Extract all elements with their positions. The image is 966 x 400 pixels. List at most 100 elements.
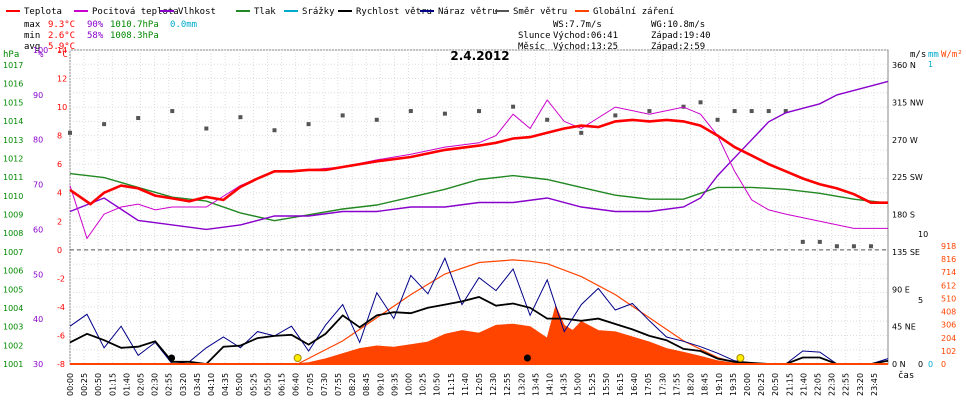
- wind-direction-point: [800, 239, 805, 244]
- wind-direction-point: [374, 117, 379, 122]
- x-tick-label: 21:40: [799, 373, 808, 396]
- axis-hpa-tick: 1014: [3, 117, 23, 126]
- axis-dir-tick: 270 W: [892, 136, 918, 145]
- axis-wm2-tick: 816: [941, 255, 956, 264]
- stat-min-press: 1008.3hPa: [110, 31, 159, 41]
- axis-degc-tick: -6: [57, 331, 65, 340]
- moonset-marker: [168, 354, 176, 362]
- stat-max-label: max: [24, 20, 41, 30]
- axis-hpa-tick: 1003: [3, 323, 23, 332]
- x-tick-label: 09:35: [390, 373, 399, 396]
- info-moonset: Západ:2:59: [651, 42, 705, 52]
- axis-hpa-tick: 1006: [3, 267, 23, 276]
- axis-degc-tick: 12: [57, 75, 67, 84]
- legend-label: Globální záření: [593, 7, 674, 17]
- axis-pct-tick: 90: [33, 91, 43, 100]
- info-moon-label: Měsíc: [518, 42, 545, 52]
- wind-direction-point: [868, 244, 873, 249]
- sunrise-marker: [293, 354, 302, 362]
- axis-hpa-tick: 1012: [3, 154, 23, 163]
- wind-direction-point: [732, 109, 737, 114]
- axis-degc-tick: -2: [57, 274, 65, 283]
- x-tick-label: 08:20: [348, 373, 357, 396]
- axis-wm2-unit: W/m²: [941, 50, 963, 60]
- sunset-marker: [736, 354, 745, 362]
- axis-pct-tick: 50: [33, 270, 43, 279]
- axis-hpa-tick: 1005: [3, 285, 23, 294]
- wind-direction-point: [817, 239, 822, 244]
- x-tick-label: 18:20: [687, 373, 696, 396]
- wind-direction-point: [647, 109, 652, 114]
- axis-degc-tick: 8: [57, 132, 62, 141]
- axis-ms-tick: 0: [918, 360, 923, 369]
- axis-dir-tick: 135 SE: [892, 248, 920, 257]
- x-tick-label: 22:55: [842, 373, 851, 396]
- wind-direction-point: [102, 122, 107, 127]
- axis-pct-tick: 30: [33, 360, 43, 369]
- wind-direction-point: [834, 244, 839, 249]
- legend-label: Směr větru: [513, 7, 567, 17]
- stat-max-temp: 9.3°C: [48, 20, 75, 30]
- x-tick-label: 17:05: [644, 373, 653, 396]
- legend-label: Teplota: [24, 7, 62, 17]
- axis-dir-tick: 45 NE: [892, 323, 916, 332]
- axis-wm2-tick: 714: [941, 268, 956, 277]
- x-tick-label: 01:15: [108, 373, 117, 396]
- axis-dir-tick: 90 E: [892, 285, 910, 294]
- x-tick-label: 17:30: [658, 373, 667, 396]
- axis-hpa-unit: hPa: [3, 50, 19, 60]
- stat-avg-label: avg: [24, 42, 40, 52]
- axis-hpa-tick: 1015: [3, 98, 23, 107]
- legend-label: Tlak: [254, 7, 276, 17]
- x-tick-label: 04:10: [207, 373, 216, 396]
- x-tick-label: 13:45: [531, 373, 540, 396]
- x-tick-label: 10:00: [404, 373, 413, 396]
- x-tick-label: 11:40: [461, 373, 470, 396]
- wind-direction-point: [170, 109, 175, 114]
- series-apparent-temperature: [69, 99, 888, 240]
- x-tick-label: 09:10: [376, 373, 385, 396]
- stat-min-hum: 58%: [87, 31, 104, 41]
- axis-hpa-tick: 1011: [3, 173, 23, 182]
- x-tick-label: 15:00: [574, 373, 583, 396]
- legend-label: Srážky: [302, 7, 335, 17]
- wind-direction-point: [408, 109, 413, 114]
- x-tick-label: 01:40: [122, 373, 131, 396]
- x-tick-label: 20:00: [743, 373, 752, 396]
- axis-hpa-tick: 1010: [3, 192, 23, 201]
- x-tick-label: 16:40: [630, 373, 639, 396]
- x-tick-label: 18:45: [701, 373, 710, 396]
- info-sunrise: Východ:06:41: [553, 31, 618, 41]
- x-tick-label: 05:50: [263, 373, 272, 396]
- axis-hpa-tick: 1001: [3, 360, 23, 369]
- stat-max-hum: 90%: [87, 20, 104, 30]
- axis-pct-tick: 40: [33, 315, 43, 324]
- x-tick-label: 14:10: [546, 373, 555, 396]
- axis-pct-tick: 80: [33, 136, 43, 145]
- wind-direction-point: [68, 130, 72, 135]
- stat-min-temp: 2.6°C: [48, 31, 75, 41]
- x-tick-label: 12:55: [503, 373, 512, 396]
- stat-max-rain: 0.0mm: [170, 20, 197, 30]
- wind-direction-point: [579, 130, 584, 135]
- wind-direction-point: [204, 126, 209, 131]
- axis-degc-tick: 6: [57, 160, 62, 169]
- info-ws: WS:7.7m/s: [553, 20, 602, 30]
- axis-hpa-tick: 1009: [3, 211, 23, 220]
- axis-ms-unit: m/s: [910, 50, 926, 60]
- legend-label: Rychlost větru: [356, 7, 432, 17]
- x-tick-label: 07:55: [334, 373, 343, 396]
- axis-wm2-tick: 408: [941, 308, 956, 317]
- axis-degc-tick: -8: [57, 360, 65, 369]
- axis-dir-tick: 180 S: [892, 211, 915, 220]
- x-tick-label: 23:20: [856, 373, 865, 396]
- axis-hpa-tick: 1002: [3, 341, 23, 350]
- x-tick-label: 10:50: [433, 373, 442, 396]
- axis-hpa-tick: 1007: [3, 248, 23, 257]
- x-tick-label: 21:15: [785, 373, 794, 396]
- x-tick-label: 08:45: [362, 373, 371, 396]
- axis-degc-tick: 0: [57, 246, 62, 255]
- x-tick-label: 14:35: [560, 373, 569, 396]
- wind-direction-point: [613, 113, 618, 118]
